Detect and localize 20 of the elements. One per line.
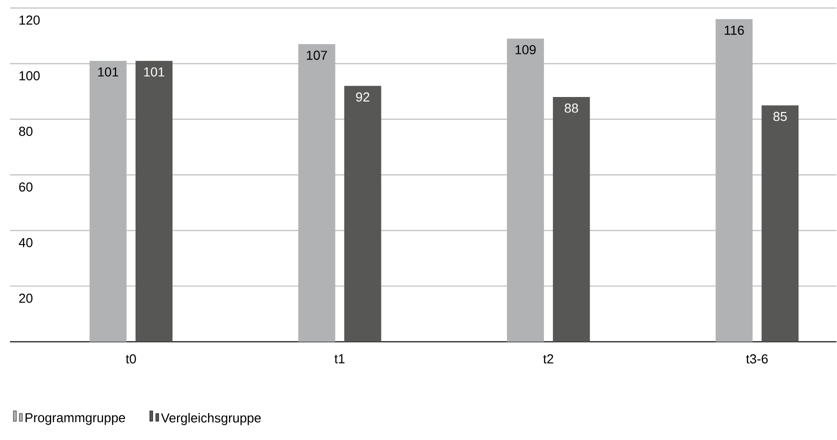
x-tick-label: t1 [334, 354, 345, 364]
data-label: 88 [564, 104, 578, 113]
legend-label: Programmgruppe [26, 413, 126, 426]
y-tick-label: 100 [20, 71, 40, 80]
data-label: 101 [98, 68, 118, 77]
data-label: 101 [144, 68, 164, 77]
data-label: 109 [516, 45, 536, 54]
x-tick-label: t0 [126, 354, 136, 364]
y-tick-label: 20 [19, 294, 32, 303]
legend-label: Vergleichsgruppe [161, 413, 261, 426]
y-tick-label: 40 [18, 238, 32, 248]
y-tick-label: 60 [19, 182, 32, 192]
x-tick-label: t3-6 [746, 354, 768, 364]
data-label: 85 [773, 112, 787, 122]
x-tick-label: t2 [543, 354, 554, 364]
y-tick-label: 120 [20, 16, 40, 25]
data-label: 116 [724, 26, 744, 35]
data-label: 92 [356, 92, 370, 102]
data-label: 107 [306, 50, 327, 60]
y-tick-label: 80 [19, 126, 32, 136]
